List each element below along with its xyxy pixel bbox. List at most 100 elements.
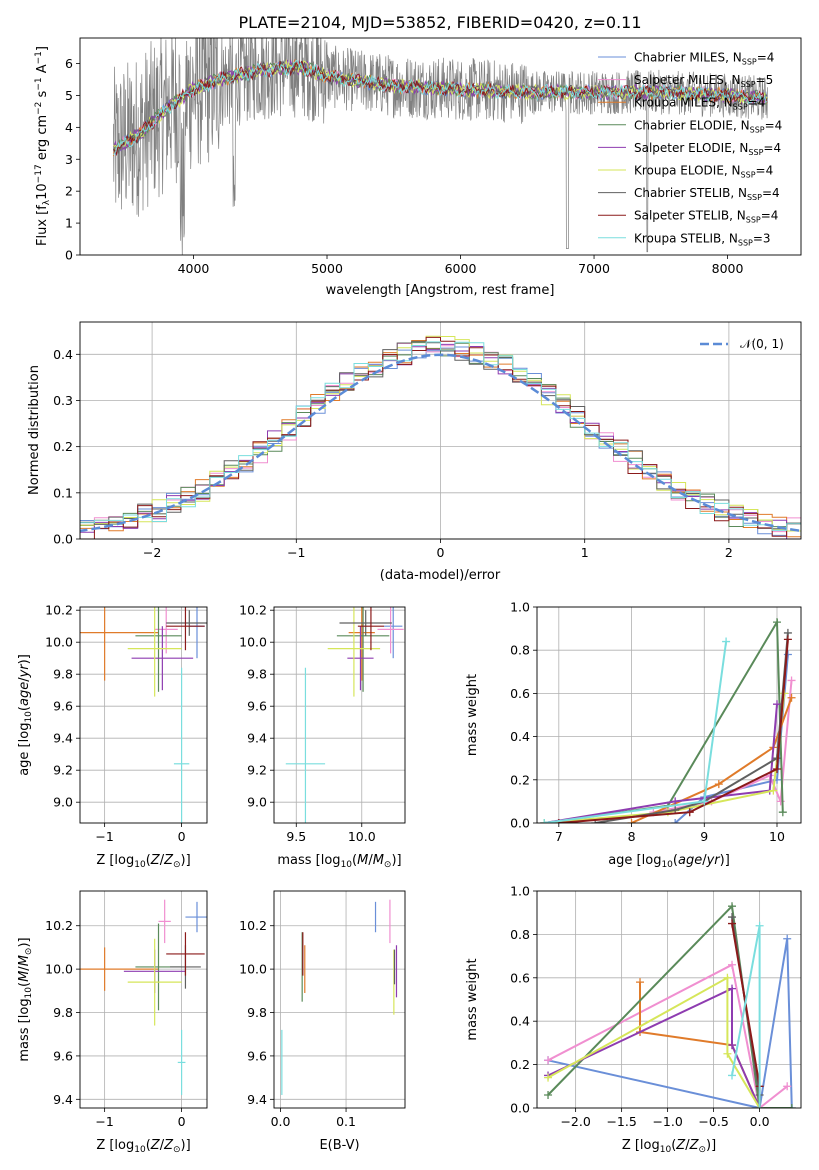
x-axis-label: wavelength [Angstrom, rest frame] [326, 283, 555, 298]
mass-weight-marker [728, 1071, 737, 1080]
mass-weight-marker [540, 819, 549, 823]
x-axis-label: Z [log10(Z/Z⊙)] [96, 1138, 190, 1155]
y-tick-label: 10.0 [45, 635, 73, 650]
mass-weight-marker [755, 921, 764, 930]
mass-weight-marker [783, 635, 792, 644]
mass-weight-marker [773, 700, 781, 709]
x-tick-label: −1.5 [606, 1114, 636, 1129]
y-tick-label: 9.4 [53, 1092, 73, 1107]
mass-weight-marker [544, 1090, 553, 1099]
legend-entry: Salpeter MILES, NSSP=5 [634, 73, 773, 89]
model-spectrum-line [113, 59, 768, 156]
x-tick-label: 2 [725, 545, 733, 560]
mass-weight-marker [755, 1104, 764, 1108]
x-tick-label: 0 [178, 829, 186, 844]
plot-area [285, 607, 404, 823]
legend-entry: Kroupa MILES, NSSP=4 [634, 96, 765, 112]
x-tick-label: 5000 [311, 261, 343, 276]
y-tick-label: 9.4 [247, 731, 267, 746]
mass-weight-marker [627, 819, 636, 823]
x-tick-label: 0.0 [271, 1114, 291, 1129]
x-tick-label: 9 [700, 829, 708, 844]
mass-weight-marker [728, 902, 737, 911]
spectrum-panel: 4000 5000 6000 7000 8000 0 1 2 3 4 5 6 wavelength [A… [34, 37, 802, 298]
y-tick-label: 6 [65, 56, 73, 71]
y-tick-label: 9.8 [247, 667, 267, 682]
y-tick-label: 0.6 [510, 970, 530, 985]
y-axis-label: mass weight [465, 958, 480, 1040]
axes-frame [79, 606, 208, 824]
x-tick-label: −1 [95, 829, 113, 844]
y-tick-label: 10.2 [45, 603, 73, 618]
y-tick-label: 0.4 [510, 729, 530, 744]
y-tick-label: 0.2 [510, 1057, 530, 1072]
observed-spectrum-line [113, 38, 768, 255]
y-tick-label: 0.8 [510, 927, 530, 942]
y-tick-label: 9.6 [247, 1048, 267, 1063]
age-vs-mass-panel: 9.5 10.0 9.0 9.2 9.4 9.6 9.8 10.0 10.2 mass [log1… [239, 603, 406, 870]
mass-weight-marker [787, 1104, 796, 1108]
y-axis-label: Normed distribution [27, 365, 42, 495]
y-tick-label: 0.1 [53, 485, 73, 500]
axes-frame [273, 606, 406, 824]
x-tick-label: −2.0 [560, 1114, 590, 1129]
mass-weight-marker [787, 676, 796, 685]
x-axis-label: (data-model)/error [380, 568, 501, 583]
mass-weight-marker [671, 819, 680, 823]
mass-vs-metallicity-panel: −1 0 9.4 9.6 9.8 10.0 10.2 Z [log10(Z/Z⊙)] mass … [17, 890, 208, 1155]
y-tick-label: 9.6 [53, 699, 73, 714]
x-tick-label: 7000 [578, 261, 610, 276]
mass-weight-marker [636, 978, 645, 987]
y-tick-label: 9.8 [53, 1005, 73, 1020]
y-tick-label: 9.6 [53, 1048, 73, 1063]
y-tick-label: 0.3 [53, 393, 73, 408]
axes-frame [79, 321, 802, 540]
residual-histogram-panel: −2 −1 0 1 2 0.0 0.1 0.2 0.3 0.4 (data-model)/error… [27, 321, 802, 583]
y-tick-label: 9.4 [53, 731, 73, 746]
mass-weight-marker [728, 1041, 737, 1050]
plot-area [540, 618, 796, 823]
x-axis-label: Z [log10(Z/Z⊙)] [622, 1138, 716, 1155]
legend-entry: Chabrier MILES, NSSP=4 [634, 51, 774, 67]
x-tick-label: 0.1 [336, 1114, 356, 1129]
mass-weight-marker [728, 919, 737, 928]
mass-weight-marker [685, 808, 694, 817]
legend-entry: Salpeter ELODIE, NSSP=4 [634, 141, 781, 157]
x-tick-label: 9.5 [286, 829, 306, 844]
x-tick-label: 1 [581, 545, 589, 560]
x-axis-label: mass [log10(M/M⊙)] [277, 853, 401, 870]
y-tick-label: 1.0 [510, 600, 530, 615]
y-tick-label: 9.6 [247, 699, 267, 714]
mass-weight-marker [773, 618, 781, 627]
x-tick-label: 0 [178, 1114, 186, 1129]
x-tick-label: −0.5 [698, 1114, 728, 1129]
y-tick-label: 10.2 [239, 918, 267, 933]
mass-weight-line [547, 987, 761, 1108]
y-axis-label: age [log10(age/yr)] [17, 654, 34, 776]
plot-area [281, 899, 398, 1095]
y-tick-label: 0.0 [510, 816, 530, 831]
y-tick-label: 9.0 [247, 795, 267, 810]
figure-title: PLATE=2104, MJD=53852, FIBERID=0420, z=0… [238, 13, 641, 32]
plot-area [80, 335, 801, 539]
x-axis-label: age [log10(age/yr)] [608, 853, 730, 870]
y-tick-label: 0.8 [510, 643, 530, 658]
y-tick-label: 10.0 [45, 962, 73, 977]
y-tick-label: 0 [65, 248, 73, 263]
x-tick-label: 0.0 [750, 1114, 770, 1129]
mass-weight-marker [728, 960, 737, 969]
mass-weight-marker [728, 984, 737, 993]
legend-entry: Chabrier STELIB, NSSP=4 [634, 186, 780, 202]
y-tick-label: 0.4 [510, 1014, 530, 1029]
mass-weight-marker [544, 1073, 553, 1082]
axes-frame [536, 606, 802, 824]
x-tick-label: −1 [95, 1114, 113, 1129]
x-tick-label: −1.0 [652, 1114, 682, 1129]
x-tick-label: 8000 [712, 261, 744, 276]
mass-vs-reddening-panel: 0.0 0.1 9.4 9.6 9.8 10.0 10.2 E(B-V) [239, 890, 406, 1153]
mass-weight-marker [769, 786, 778, 795]
y-tick-label: 9.0 [53, 795, 73, 810]
legend-entry: Salpeter STELIB, NSSP=4 [634, 209, 778, 225]
